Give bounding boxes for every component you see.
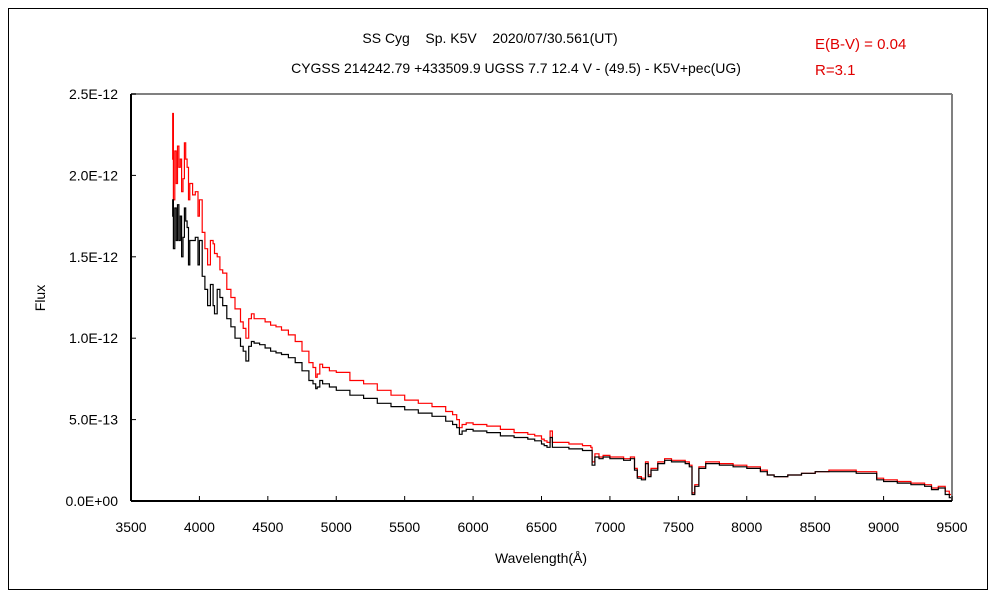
y-tick-label: 0.0E+00 xyxy=(65,493,118,509)
y-ticks: 0.0E+00 5.0E-13 1.0E-12 1.5E-12 2.0E-12 2.5E-… xyxy=(65,86,136,509)
x-tick-label: 7500 xyxy=(663,519,694,535)
chart-frame xyxy=(8,8,988,590)
x-axis-label: Wavelength(Å) xyxy=(495,550,587,566)
y-tick-label: 1.5E-12 xyxy=(69,249,118,265)
x-tick-label: 6500 xyxy=(526,519,557,535)
x-tick-label: 7000 xyxy=(594,519,625,535)
chart-title: SS Cyg Sp. K5V 2020/07/30.561(UT) xyxy=(362,30,617,46)
x-tick-label: 5000 xyxy=(321,519,352,535)
x-tick-label: 3500 xyxy=(115,519,146,535)
x-tick-label: 4500 xyxy=(252,519,283,535)
annotation-r: R=3.1 xyxy=(815,62,855,79)
annotation-ebv: E(B-V) = 0.04 xyxy=(815,36,906,53)
y-tick-label: 5.0E-13 xyxy=(69,412,118,428)
x-tick-label: 8500 xyxy=(800,519,831,535)
y-tick-label: 1.0E-12 xyxy=(69,330,118,346)
x-tick-label: 8000 xyxy=(731,519,762,535)
y-tick-label: 2.0E-12 xyxy=(69,167,118,183)
x-tick-label: 9000 xyxy=(868,519,899,535)
x-tick-label: 6000 xyxy=(458,519,489,535)
chart-subtitle: CYGSS 214242.79 +433509.9 UGSS 7.7 12.4 … xyxy=(291,60,741,76)
series-layer xyxy=(172,112,953,499)
series-dereddened xyxy=(172,112,953,496)
x-tick-label: 4000 xyxy=(184,519,215,535)
y-tick-label: 2.5E-12 xyxy=(69,86,118,102)
x-ticks: 3500 4000 4500 5000 5500 6000 6500 7000 7500 8000… xyxy=(115,496,968,535)
y-axis-label: Flux xyxy=(32,285,48,311)
x-tick-label: 5500 xyxy=(389,519,420,535)
series-observed xyxy=(172,199,953,499)
x-tick-label: 9500 xyxy=(936,519,967,535)
